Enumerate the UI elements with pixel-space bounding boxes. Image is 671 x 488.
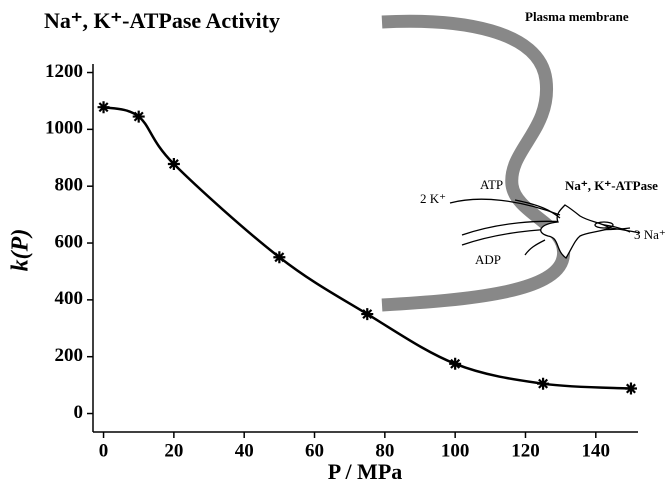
annotation: Plasma membrane	[525, 9, 629, 24]
data-point	[273, 251, 286, 264]
annotation: 3 Na⁺	[634, 227, 666, 242]
y-axis-label: k(P)	[8, 229, 34, 272]
data-point	[449, 357, 462, 370]
pump-diagram	[449, 198, 641, 259]
y-tick-label: 1000	[45, 118, 83, 139]
data-point	[361, 308, 374, 321]
y-tick-label: 0	[74, 402, 84, 423]
annotation: 2 K⁺	[420, 191, 446, 206]
x-axis-label: P / MPa	[328, 459, 403, 484]
fit-curve	[103, 105, 632, 390]
annotation: ADP	[475, 252, 501, 267]
annotation: Na⁺, K⁺-ATPase	[565, 178, 658, 193]
data-point	[537, 377, 550, 390]
x-tick-label: 140	[582, 440, 611, 461]
annotation: ATP	[480, 177, 503, 192]
data-point	[167, 158, 180, 171]
x-tick-label: 40	[235, 440, 254, 461]
y-tick-label: 600	[55, 231, 84, 252]
y-tick-label: 1200	[45, 61, 83, 82]
x-tick-label: 60	[305, 440, 324, 461]
data-point	[132, 110, 145, 123]
y-tick-label: 400	[55, 288, 84, 309]
x-tick-label: 80	[375, 440, 394, 461]
data-point	[624, 382, 637, 395]
y-tick-label: 200	[55, 345, 84, 366]
data-point	[97, 101, 110, 114]
x-tick-label: 120	[511, 440, 540, 461]
plasma-membrane	[381, 14, 570, 312]
chart-title: Na⁺, K⁺-ATPase Activity	[44, 8, 280, 33]
y-tick-label: 800	[55, 175, 84, 196]
x-tick-label: 20	[164, 440, 183, 461]
x-tick-label: 100	[441, 440, 470, 461]
x-tick-label: 0	[99, 440, 109, 461]
